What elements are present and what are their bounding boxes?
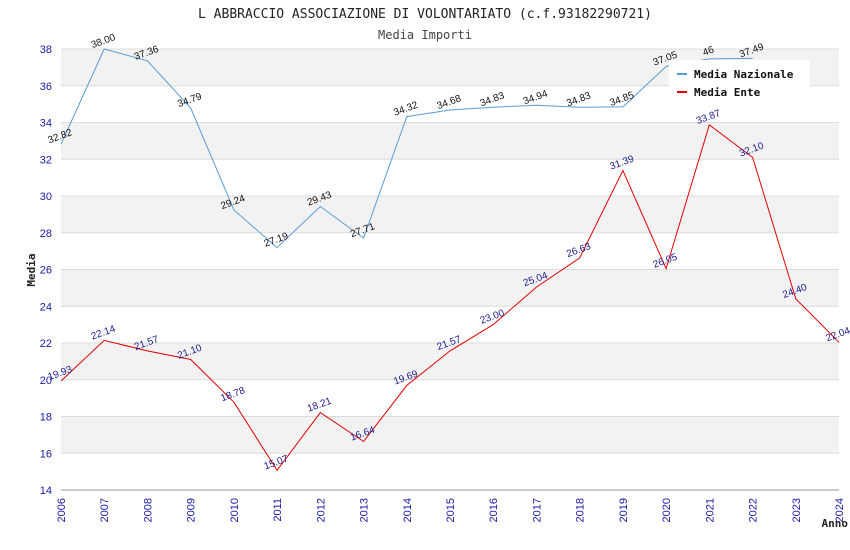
legend-label-nazionale: Media Nazionale (694, 68, 794, 81)
y-tick-label: 26 (40, 265, 52, 277)
plot-band (61, 122, 839, 160)
x-tick-label: 2008 (142, 498, 154, 522)
y-tick-label: 24 (40, 301, 52, 313)
plot-band (61, 343, 839, 380)
y-tick-label: 16 (40, 448, 52, 460)
data-label-nazionale: 38.00 (90, 32, 118, 51)
x-tick-label: 2020 (661, 498, 673, 522)
y-tick-label: 36 (40, 81, 52, 93)
plot-band (61, 232, 839, 270)
x-tick-label: 2013 (359, 498, 371, 522)
plot-band (61, 306, 839, 343)
plot-band (61, 196, 839, 233)
x-tick-label: 2016 (488, 498, 500, 522)
legend: Media Nazionale Media Ente (669, 60, 810, 104)
legend-box (669, 60, 810, 104)
plot-band (61, 416, 839, 454)
y-tick-label: 30 (40, 191, 52, 203)
y-tick-label: 28 (40, 228, 52, 240)
x-tick-label: 2021 (704, 498, 716, 522)
plot-band (61, 453, 839, 490)
plot-band (61, 159, 839, 196)
series-line-ente (60, 124, 840, 472)
series-lines (60, 48, 840, 472)
x-tick-label: 2012 (315, 498, 327, 522)
legend-label-ente: Media Ente (694, 86, 761, 99)
chart-title: L ABBRACCIO ASSOCIAZIONE DI VOLONTARIATO… (198, 7, 652, 22)
x-tick-label: 2019 (618, 498, 630, 522)
y-tick-label: 38 (40, 44, 52, 56)
x-tick-label: 2018 (575, 498, 587, 522)
x-tick-label: 2023 (791, 498, 803, 522)
x-tick-label: 2014 (402, 498, 414, 522)
y-tick-label: 34 (40, 118, 52, 130)
chart-subtitle: Media Importi (378, 28, 472, 42)
y-tick-label: 20 (40, 375, 52, 387)
x-tick-label: 2024 (834, 498, 846, 522)
x-tick-label: 2022 (748, 498, 760, 522)
y-tick-labels: 14 16 18 20 22 24 26 28 30 32 34 36 38 (40, 44, 52, 497)
y-axis-label: Media (25, 253, 38, 286)
x-tick-labels: 2006 2007 2008 2009 2010 2011 2012 2013 2014 2015… (56, 498, 846, 522)
x-tick-label: 2009 (186, 498, 198, 522)
y-tick-label: 32 (40, 154, 52, 166)
x-tick-label: 2015 (445, 498, 457, 522)
plot-band (61, 269, 839, 307)
x-tick-label: 2007 (99, 498, 111, 522)
x-tick-label: 2017 (531, 498, 543, 522)
series-line-nazionale (60, 48, 753, 249)
x-tick-label: 2011 (272, 498, 284, 522)
plot-band (61, 379, 839, 417)
x-tick-label: 2006 (56, 498, 68, 522)
plot-background (61, 49, 839, 490)
x-axis-label: Anno (822, 517, 849, 530)
data-label-nazionale: 46 (701, 44, 716, 58)
y-tick-label: 22 (40, 338, 52, 350)
x-tick-label: 2010 (229, 498, 241, 522)
y-tick-label: 14 (40, 485, 52, 497)
y-tick-label: 18 (40, 412, 52, 424)
